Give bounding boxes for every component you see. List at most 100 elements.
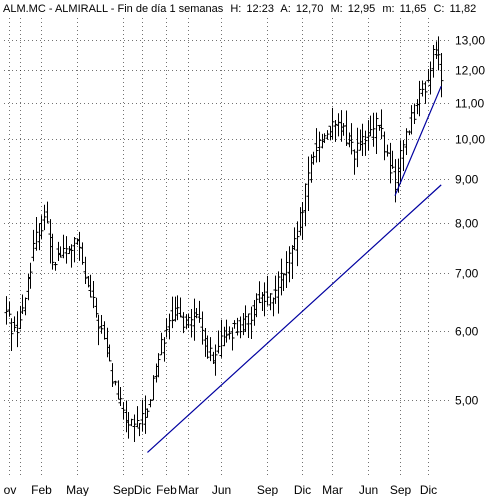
price-bar: [224, 319, 229, 343]
price-bar: [12, 316, 17, 332]
price-bar: [167, 313, 172, 340]
price-bar: [178, 297, 183, 318]
price-bar: [213, 344, 218, 376]
y-tick-label: 5,00: [455, 394, 479, 408]
price-bar: [83, 256, 88, 284]
price-bar: [80, 242, 85, 265]
price-bar: [53, 262, 58, 271]
price-bar: [31, 229, 36, 262]
price-bar: [306, 156, 311, 211]
price-bar: [137, 423, 142, 437]
price-bar: [423, 81, 428, 104]
price-bar: [333, 120, 338, 142]
price-bar: [189, 308, 194, 338]
price-bar: [344, 110, 349, 146]
price-bar: [317, 131, 322, 163]
price-bar: [181, 312, 186, 334]
x-tick-label: ov: [4, 483, 17, 496]
open-value: 12,70: [296, 3, 324, 15]
trendline-layer: [147, 85, 442, 453]
x-tick-label: Jun: [359, 483, 378, 496]
y-tick-label: 13,00: [455, 34, 485, 48]
y-tick-label: 7,00: [455, 267, 479, 281]
price-bar: [281, 273, 286, 291]
price-bar: [287, 246, 292, 283]
price-bar: [352, 149, 357, 175]
price-bar: [268, 293, 273, 311]
price-bar: [88, 274, 93, 298]
price-bar: [50, 233, 55, 270]
price-bar: [135, 406, 140, 428]
price-bar: [194, 307, 199, 319]
price-bar: [110, 363, 115, 388]
price-bar: [311, 151, 316, 165]
price-bar: [18, 305, 23, 330]
close-label: C:: [433, 3, 444, 15]
price-bar: [249, 306, 254, 339]
trendline: [394, 85, 442, 196]
price-bar: [107, 344, 112, 362]
price-bar: [45, 201, 50, 224]
trendline: [147, 184, 442, 453]
price-bar: [23, 297, 28, 316]
price-bar: [243, 305, 248, 333]
price-bar: [42, 204, 47, 231]
price-bar: [279, 258, 284, 296]
price-bar: [232, 320, 237, 329]
price-bar: [363, 130, 368, 156]
price-bar: [431, 45, 436, 78]
price-bar: [265, 275, 270, 306]
price-bar: [246, 313, 251, 339]
y-tick-label: 11,00: [455, 97, 484, 111]
y-tick-label: 9,00: [455, 173, 479, 187]
price-bar: [428, 61, 433, 95]
price-bar: [276, 271, 281, 314]
svg-text:ALM.MC - ALMIRALL - Fin de día: ALM.MC - ALMIRALL - Fin de día 1 semanas…: [3, 3, 476, 15]
price-bar: [273, 275, 278, 304]
price-bar: [7, 301, 12, 317]
price-bar: [388, 142, 393, 184]
x-tick-label: Mar: [322, 483, 343, 496]
price-bar: [219, 319, 224, 358]
price-bar: [200, 311, 205, 345]
price-bar: [9, 318, 14, 351]
y-tick-label: 6,00: [455, 325, 479, 339]
price-bar: [129, 418, 134, 427]
x-tick-label: Dic: [134, 483, 151, 496]
price-bar: [208, 337, 213, 362]
price-bar: [254, 293, 259, 318]
price-bar: [121, 402, 126, 420]
max-value: 12,95: [348, 3, 376, 15]
price-bar: [4, 296, 9, 325]
price-bar: [417, 80, 422, 117]
x-tick-label: Feb: [31, 483, 52, 496]
price-bar: [94, 297, 99, 318]
price-bar: [349, 123, 354, 155]
price-bar: [390, 150, 395, 169]
max-label: M:: [330, 3, 342, 15]
price-bar: [325, 130, 330, 140]
y-axis-labels: 5,00 6,00 7,00 8,00 9,00 10,00 11,00 12,00 13,00: [455, 34, 485, 408]
price-bar: [96, 314, 101, 346]
price-bar: [170, 296, 175, 329]
price-bar: [235, 317, 240, 336]
price-bar: [355, 127, 360, 168]
x-axis-labels: ov Feb May Sep Dic Feb Mar Jun Sep Dic Mar Jun Sep Di…: [4, 483, 438, 496]
x-tick-label: Jun: [212, 483, 231, 496]
price-bar: [230, 327, 235, 351]
price-bar: [91, 280, 96, 309]
price-bar: [257, 281, 262, 304]
x-tick-label: Sep: [113, 483, 135, 496]
y-tick-label: 8,00: [455, 217, 479, 231]
price-bar: [15, 311, 20, 348]
price-bar: [118, 386, 123, 407]
price-bar: [371, 112, 376, 147]
price-bar: [216, 330, 221, 354]
price-bar: [69, 244, 74, 268]
price-bar: [164, 318, 169, 338]
price-bar: [159, 332, 164, 356]
price-bar: [113, 380, 118, 386]
